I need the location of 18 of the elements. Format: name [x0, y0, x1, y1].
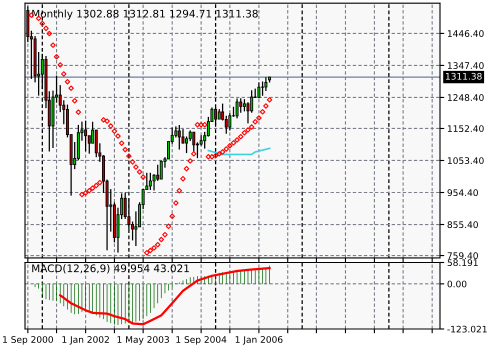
x-tick-label: 1 Sep 2004 [176, 336, 226, 345]
y-tick-label: 1248.40 [448, 94, 484, 101]
y-tick-label: 1053.40 [448, 157, 484, 164]
y-tick-label: 1347.40 [448, 62, 484, 69]
y-tick-label: -123.021 [447, 326, 487, 333]
y-tick-label: 58.191 [448, 259, 478, 266]
y-tick-label: 0.00 [448, 280, 466, 288]
y-tick-label: 759.40 [448, 252, 478, 260]
y-tick-label: 855.40 [448, 221, 478, 228]
y-tick-label: 1152.40 [448, 125, 484, 132]
y-tick-label: 1446.40 [448, 30, 484, 37]
y-tick-label: 954.40 [448, 189, 478, 196]
x-tick-label: 1 Sep 2000 [3, 336, 53, 345]
x-tick-label: 1 Jan 2002 [62, 336, 109, 345]
x-tick-label: 1 Jan 2006 [236, 336, 283, 345]
ref-line-label: 1311.38 [446, 72, 482, 80]
x-tick-label: 1 May 2003 [118, 336, 169, 345]
chart-title: MACD(12,26,9) 49.954 43.021 [32, 264, 189, 274]
